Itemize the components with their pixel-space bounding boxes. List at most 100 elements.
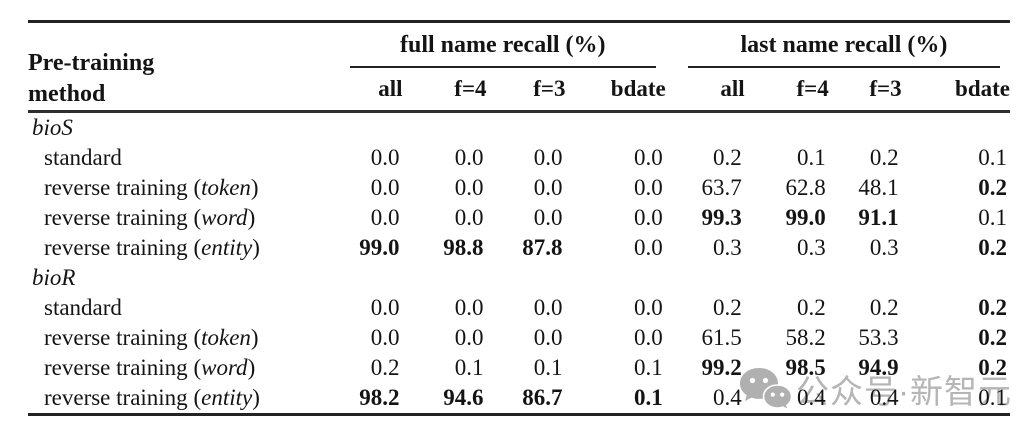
- metric-cell: 0.0: [533, 325, 563, 350]
- metric-cell: 0.2: [712, 295, 742, 320]
- metric-cell: 0.4: [796, 385, 826, 410]
- row-label-variant: entity: [201, 235, 253, 260]
- metric-cell: 0.0: [370, 205, 400, 230]
- metric-cell: 98.2: [359, 385, 400, 410]
- metric-cell: 0.4: [712, 385, 742, 410]
- metric-cell: 0.0: [533, 295, 563, 320]
- metric-cell: 0.1: [533, 355, 563, 380]
- method-header-line1: Pre-training: [28, 50, 155, 76]
- group-gap-cell: [666, 143, 678, 173]
- metric-cell: 0.0: [633, 205, 663, 230]
- metric-cell: 62.8: [785, 175, 826, 200]
- metric-cell: 0.0: [533, 175, 563, 200]
- metric-cell: 0.1: [633, 385, 663, 410]
- row-label-variant: token: [201, 325, 251, 350]
- metric-cell: 63.7: [701, 175, 742, 200]
- table-header: Pre-training method full name recall (%)…: [28, 22, 1010, 112]
- row-label: reverse training (token): [44, 325, 259, 350]
- group-gap-cell: [666, 383, 678, 415]
- metric-cell: 0.0: [633, 295, 663, 320]
- metric-cell: 0.0: [454, 295, 484, 320]
- metric-cell: 0.2: [978, 295, 1007, 320]
- metric-cell: 61.5: [701, 325, 742, 350]
- metric-cell: 0.3: [712, 235, 742, 260]
- metric-cell: 53.3: [858, 325, 899, 350]
- metric-cell: 0.0: [454, 325, 484, 350]
- metric-cell: 0.0: [633, 145, 663, 170]
- table-row: standard 0.0 0.0 0.0 0.0 0.2 0.2 0.2 0.2: [28, 293, 1010, 323]
- column-header-full-f3: f=3: [533, 76, 566, 101]
- metric-cell: 0.1: [978, 385, 1007, 410]
- group-gap-cell: [666, 233, 678, 263]
- column-header-full-all: all: [378, 76, 403, 101]
- section-row: bioS: [28, 112, 1010, 144]
- metric-cell: 0.2: [370, 355, 400, 380]
- metric-cell: 0.0: [533, 145, 563, 170]
- column-header-full-bdate: bdate: [610, 76, 666, 101]
- metric-cell: 0.2: [978, 235, 1007, 260]
- row-label: standard: [44, 295, 122, 320]
- group-gap-cell: [666, 323, 678, 353]
- metric-cell: 0.1: [796, 145, 826, 170]
- row-label-variant: word: [201, 205, 248, 230]
- metric-cell: 0.2: [796, 295, 826, 320]
- metric-cell: 87.8: [522, 235, 563, 260]
- method-header-line2: method: [28, 81, 106, 107]
- metric-cell: 0.0: [454, 205, 484, 230]
- metric-cell: 0.1: [454, 355, 484, 380]
- metric-cell: 0.4: [869, 385, 899, 410]
- section-label: bioS: [32, 115, 73, 140]
- section-row: bioR: [28, 263, 1010, 293]
- results-table: Pre-training method full name recall (%)…: [28, 20, 1010, 416]
- column-header-last-f3: f=3: [869, 76, 902, 101]
- metric-cell: 0.0: [370, 175, 400, 200]
- metric-cell: 0.0: [454, 145, 484, 170]
- metric-cell: 99.0: [785, 205, 826, 230]
- metric-cell: 94.9: [858, 355, 899, 380]
- metric-cell: 0.3: [869, 235, 899, 260]
- table-body: bioS standard 0.0 0.0 0.0 0.0 0.2 0.1 0.2 0.1 reve…: [28, 112, 1010, 415]
- metric-cell: 0.1: [978, 205, 1007, 230]
- metric-cell: 94.6: [443, 385, 484, 410]
- row-label-variant: entity: [201, 385, 253, 410]
- row-label: reverse training (entity): [44, 235, 260, 260]
- row-label: reverse training (word): [44, 205, 256, 230]
- metric-cell: 99.0: [359, 235, 400, 260]
- row-label: reverse training (token): [44, 175, 259, 200]
- group-gap-cell: [666, 353, 678, 383]
- metric-cell: 0.2: [869, 145, 899, 170]
- group-gap-cell: [666, 293, 678, 323]
- table-row: reverse training (word) 0.2 0.1 0.1 0.1 99.2 9…: [28, 353, 1010, 383]
- section-label: bioR: [32, 265, 76, 290]
- table-row: standard 0.0 0.0 0.0 0.0 0.2 0.1 0.2 0.1: [28, 143, 1010, 173]
- sub-header-row: all f=4 f=3 bdate all f=4 f=3 bdate: [28, 68, 1010, 112]
- column-header-last-bdate: bdate: [955, 76, 1010, 101]
- metric-cell: 0.0: [454, 175, 484, 200]
- row-label: reverse training (word): [44, 355, 256, 380]
- metric-cell: 98.5: [785, 355, 826, 380]
- metric-cell: 0.2: [712, 145, 742, 170]
- metric-cell: 0.1: [633, 355, 663, 380]
- group-header-last-name-recall: last name recall (%): [678, 22, 1010, 68]
- group-header-full-name-recall: full name recall (%): [340, 22, 666, 68]
- row-label-variant: word: [201, 355, 248, 380]
- metric-cell: 0.1: [978, 145, 1007, 170]
- column-header-full-f4: f=4: [454, 76, 487, 101]
- metric-cell: 86.7: [522, 385, 563, 410]
- group-gap-cell: [666, 203, 678, 233]
- metric-cell: 0.0: [633, 325, 663, 350]
- table-row: reverse training (token) 0.0 0.0 0.0 0.0 63.7…: [28, 173, 1010, 203]
- table-row: reverse training (word) 0.0 0.0 0.0 0.0 99.3 9…: [28, 203, 1010, 233]
- metric-cell: 99.2: [701, 355, 742, 380]
- metric-cell: 98.8: [443, 235, 484, 260]
- group-gap: [666, 22, 678, 112]
- metric-cell: 58.2: [785, 325, 826, 350]
- metric-cell: 0.2: [978, 175, 1007, 200]
- metric-cell: 0.0: [370, 325, 400, 350]
- column-header-last-all: all: [720, 76, 745, 101]
- metric-cell: 91.1: [858, 205, 899, 230]
- metric-cell: 48.1: [858, 175, 899, 200]
- metric-cell: 0.2: [978, 355, 1007, 380]
- row-label: reverse training (entity): [44, 385, 260, 410]
- row-label-variant: token: [201, 175, 251, 200]
